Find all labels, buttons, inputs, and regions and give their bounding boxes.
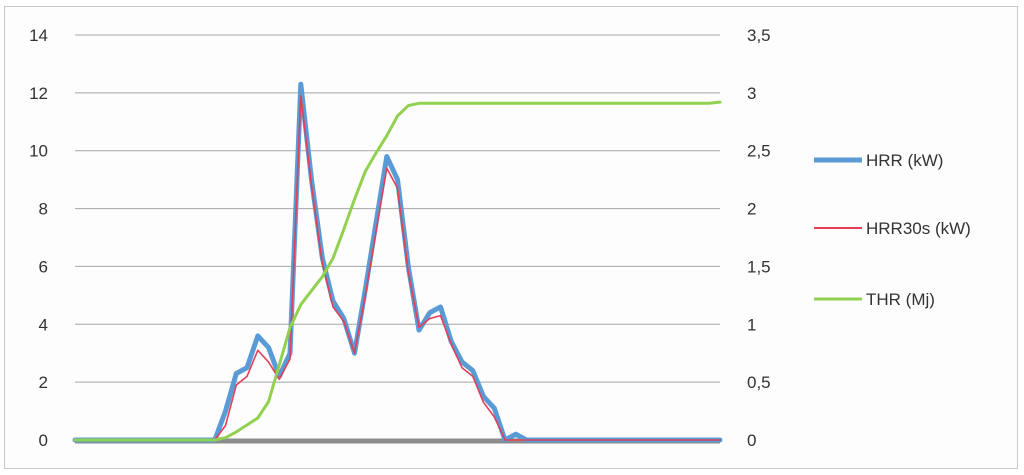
left-tick-label: 0 xyxy=(39,431,48,450)
right-tick-label: 2,5 xyxy=(747,142,771,161)
left-tick-label: 4 xyxy=(39,315,48,334)
series-line-hrr30s-kw xyxy=(74,95,721,441)
series-line-thr-mj xyxy=(73,100,722,442)
left-tick-label: 2 xyxy=(39,373,48,392)
right-tick-label: 3 xyxy=(747,84,756,103)
legend-label-thr-mj: THR (Mj) xyxy=(866,290,935,309)
left-tick-label: 8 xyxy=(39,200,48,219)
legend-label-hrr30s-kw: HRR30s (kW) xyxy=(866,219,971,238)
left-tick-label: 12 xyxy=(29,84,48,103)
left-tick-label: 10 xyxy=(29,142,48,161)
left-tick-label: 6 xyxy=(39,257,48,276)
right-tick-label: 2 xyxy=(747,200,756,219)
right-tick-label: 1,5 xyxy=(747,257,771,276)
series-line-hrr-kw xyxy=(72,81,723,443)
right-axis-ticks: 0 0,5 1 1,5 2 2,5 3 3,5 xyxy=(747,26,771,450)
right-tick-label: 0 xyxy=(747,431,756,450)
right-tick-label: 3,5 xyxy=(747,26,771,45)
right-tick-label: 0,5 xyxy=(747,373,771,392)
legend-label-hrr-kw: HRR (kW) xyxy=(866,151,943,170)
series-lines xyxy=(72,81,723,443)
legend: HRR (kW) HRR30s (kW) THR (Mj) xyxy=(814,151,971,309)
left-axis-ticks: 0 2 4 6 8 10 12 14 xyxy=(29,26,48,450)
right-tick-label: 1 xyxy=(747,315,756,334)
gridlines xyxy=(75,34,720,444)
left-tick-label: 14 xyxy=(29,26,48,45)
chart-frame xyxy=(4,6,1018,469)
